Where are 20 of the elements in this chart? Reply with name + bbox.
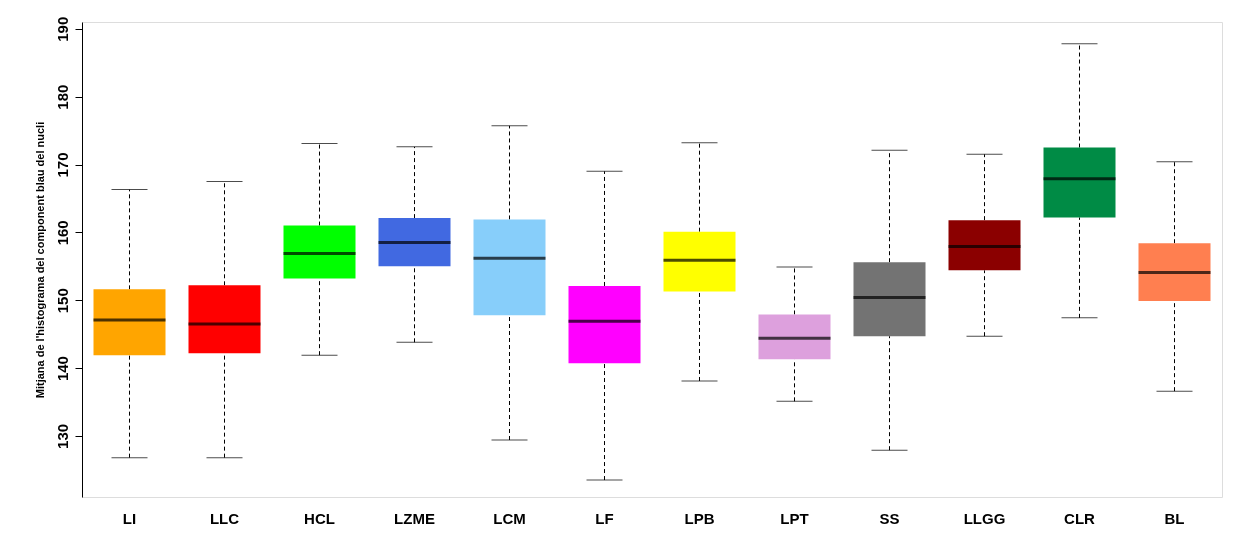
x-tick-label: LLGG: [963, 509, 1006, 527]
x-tick-label: HCL: [304, 509, 335, 527]
x-tick-label: LI: [122, 509, 137, 527]
x-tick-label: CLR: [1064, 509, 1096, 527]
x-tick-label: LF: [595, 509, 614, 527]
y-tick-label: 140: [53, 356, 71, 382]
y-tick-label: 170: [53, 152, 71, 178]
y-tick-label: 150: [53, 288, 71, 314]
x-tick-label: LLC: [209, 509, 240, 527]
y-tick-label: 180: [53, 84, 71, 110]
y-tick-label: 130: [53, 423, 71, 449]
y-tick-label: 190: [53, 16, 71, 42]
x-tick-label: SS: [879, 509, 900, 527]
y-axis-title: Mitjana de l'histograma del component blau del nucli: [33, 121, 46, 399]
y-tick-label: 160: [53, 220, 71, 246]
x-tick-label: BL: [1164, 509, 1185, 527]
x-tick-label: LCM: [493, 509, 526, 527]
x-tick-label: LPB: [684, 509, 715, 527]
x-tick-label: LPT: [780, 509, 809, 527]
x-tick-label: LZME: [394, 509, 435, 527]
